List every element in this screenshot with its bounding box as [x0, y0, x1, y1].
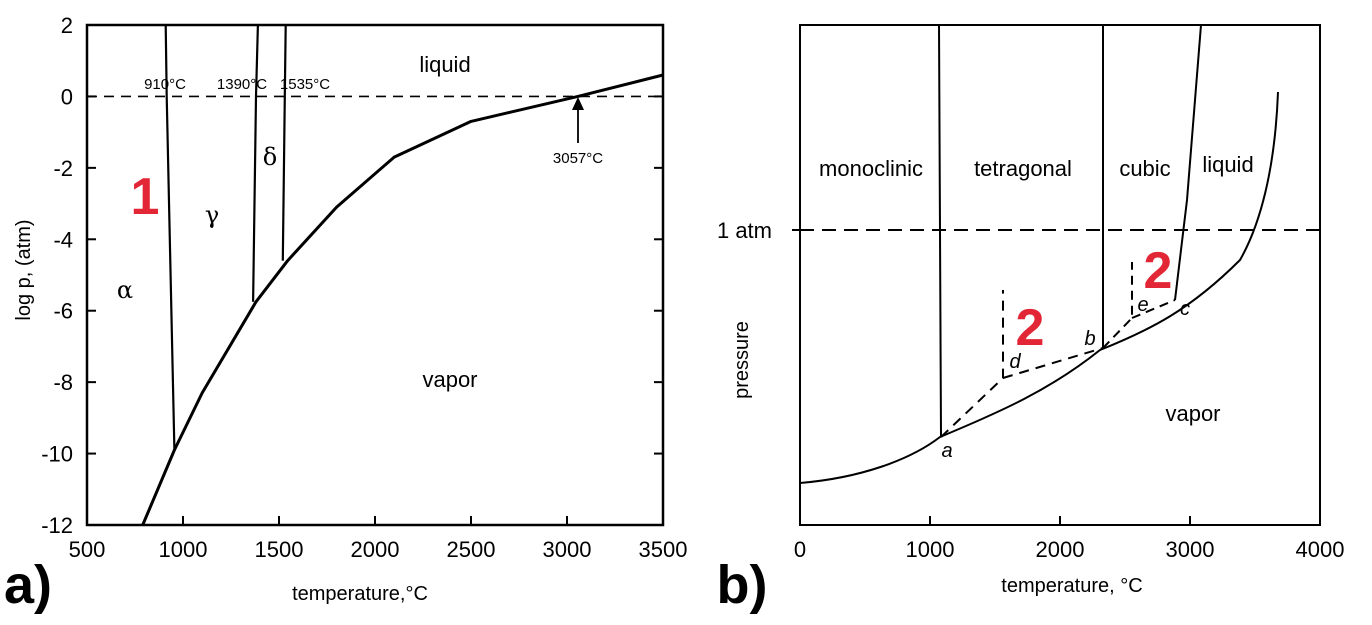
chart-a-ytick-label--4: -4: [53, 227, 73, 252]
annotation-1535: 1535°C: [280, 76, 330, 93]
region-liquid-b: liquid: [1202, 152, 1253, 177]
chart-b: 0 1000 2000 3000 4000 1 atm monoclinic tetra…: [717, 24, 1345, 615]
chart-b-ylabel: pressure: [731, 321, 753, 399]
marker-2-right: 2: [1144, 242, 1173, 300]
chart-a-xtick-label-1500: 1500: [255, 537, 304, 562]
region-vapor-a: vapor: [422, 367, 477, 392]
region-tetragonal: tetragonal: [974, 156, 1072, 181]
marker-2-left: 2: [1016, 299, 1045, 357]
point-b: b: [1084, 328, 1095, 350]
chart-b-xtick-label-1000: 1000: [906, 537, 955, 562]
panel-label-b: b): [717, 555, 768, 615]
chart-a-series-gamma-delta-boundary: [252, 24, 259, 302]
panel-label-a: a): [4, 555, 52, 615]
annotation-3057-arrow-head: [572, 97, 584, 110]
point-a: a: [941, 440, 952, 462]
chart-a-series-alpha-gamma-boundary: [164, 24, 176, 451]
series-mono-tetra-boundary: [938, 24, 942, 438]
chart-a-xtick-label-2000: 2000: [351, 537, 400, 562]
chart-a-ylabel: log p, (atm): [13, 219, 35, 320]
chart-a-ytick-label--12: -12: [41, 513, 73, 538]
chart-a-ytick-label--6: -6: [53, 299, 73, 324]
chart-a-xtick-label-1000: 1000: [159, 537, 208, 562]
chart-a-series-delta-liquid-boundary: [281, 24, 287, 261]
series-vapor-boundary-b: [799, 91, 1279, 484]
region-alpha: α: [117, 276, 133, 304]
point-d: d: [1009, 351, 1021, 373]
series-metastable-a-d: [940, 290, 1004, 438]
chart-a-ytick-label--2: -2: [53, 156, 73, 181]
chart-a-ytick-label--10: -10: [41, 442, 73, 467]
annotation-910: 910°C: [144, 76, 186, 93]
chart-b-xlabel: temperature, °C: [1001, 575, 1142, 597]
chart-a-xtick-label-3000: 3000: [543, 537, 592, 562]
annotation-1390: 1390°C: [217, 76, 267, 93]
chart-a-xlabel: temperature,°C: [292, 583, 428, 605]
chart-b-xtick-label-4000: 4000: [1296, 537, 1345, 562]
point-e: e: [1137, 294, 1148, 316]
region-cubic: cubic: [1119, 156, 1170, 181]
chart-a: 500 1000 1500 2000 2500 3000 3500 2 0 -2 -4 -6 -8 -1…: [4, 13, 687, 615]
chart-a-xtick-label-500: 500: [69, 537, 106, 562]
region-gamma: γ: [205, 201, 219, 229]
series-metastable-d-b: [1002, 347, 1104, 379]
chart-a-xtick-label-2500: 2500: [447, 537, 496, 562]
annotation-3057: 3057°C: [553, 150, 603, 167]
label-1atm: 1 atm: [717, 218, 772, 243]
chart-a-ytick-label--8: -8: [53, 370, 73, 395]
chart-a-series-vapor-boundary: [141, 73, 664, 526]
chart-a-xtick-label-3500: 3500: [639, 537, 688, 562]
chart-b-frame: [799, 24, 1321, 526]
region-monoclinic: monoclinic: [819, 156, 923, 181]
marker-1: 1: [131, 168, 160, 226]
chart-b-xtick-label-0: 0: [794, 537, 806, 562]
chart-b-xtick-label-2000: 2000: [1036, 537, 1085, 562]
series-metastable-e-c: [1131, 299, 1176, 319]
series-cubic-liquid-boundary: [1174, 24, 1202, 301]
series-metastable-b-e: [1102, 262, 1133, 349]
region-liquid-a: liquid: [419, 52, 470, 77]
region-vapor-b: vapor: [1165, 401, 1220, 426]
chart-a-ytick-label-2: 2: [61, 13, 73, 38]
chart-a-ytick-label-0: 0: [61, 84, 73, 109]
region-delta: δ: [263, 143, 277, 171]
point-c: c: [1180, 298, 1190, 320]
chart-b-xtick-label-3000: 3000: [1166, 537, 1215, 562]
